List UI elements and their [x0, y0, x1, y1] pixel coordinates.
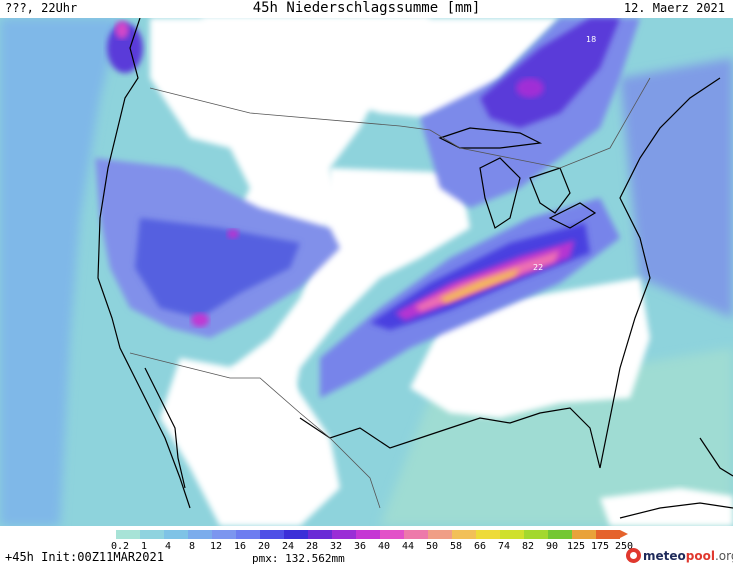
colorbar-segment	[188, 530, 212, 539]
colorbar-segment	[284, 530, 308, 539]
colorbar-segment	[404, 530, 428, 539]
colorbar-tick-label: 74	[497, 541, 511, 552]
colorbar-tick-label: 90	[545, 541, 559, 552]
colorbar-tick-label: 82	[521, 541, 535, 552]
forecast-time-label: ???, 22Uhr	[5, 1, 78, 15]
colorbar-segment	[260, 530, 284, 539]
cuba-coast	[619, 502, 733, 519]
colorbar-segment	[164, 530, 188, 539]
map-title: 45h Niederschlagssumme [mm]	[252, 0, 481, 16]
colorbar-segment	[116, 530, 140, 539]
valid-date-label: 12. Maerz 2021	[623, 1, 725, 15]
point-label: 18	[586, 35, 596, 44]
logo-text-meteo: meteo	[643, 548, 686, 563]
lake-huron	[529, 167, 571, 214]
colorbar-tick-label: 12	[209, 541, 223, 552]
colorbar-tick-label: 28	[305, 541, 319, 552]
colorbar-segment	[140, 530, 164, 539]
colorbar-segment	[572, 530, 596, 539]
colorbar-segment	[548, 530, 572, 539]
footer-bar: 0.2 1 4 8 12 16 20 24 28 32 36 40 44 50 58 66 74 82 90 125 1…	[0, 526, 733, 566]
gulf-coastline	[299, 407, 601, 469]
colorbar-segment	[308, 530, 332, 539]
western-precip-core	[135, 218, 300, 318]
colorbar-segment	[236, 530, 260, 539]
coastlines	[97, 18, 733, 519]
precip-colorbar	[116, 530, 628, 539]
colorbar-arrow	[620, 530, 628, 538]
lake-michigan	[479, 157, 521, 229]
point-label: 22	[533, 263, 543, 272]
precipitation-map: 18 22	[0, 18, 733, 526]
colorbar-segment	[500, 530, 524, 539]
colorbar-tick-label: 40	[377, 541, 391, 552]
baja-coast	[144, 367, 186, 489]
dry-land-plains	[230, 168, 470, 418]
colorbar-tick-label: 24	[281, 541, 295, 552]
colorbar-tick-label: 4	[164, 541, 172, 552]
max-precip-label: pmx: 132.562mm	[252, 552, 345, 565]
colorbar-tick-label: 44	[401, 541, 415, 552]
frontal-band-peak	[440, 268, 520, 303]
colorbar-tick-label: 1	[140, 541, 148, 552]
colorbar-tick-label: 36	[353, 541, 367, 552]
colorbar-segment	[428, 530, 452, 539]
colorbar-segment	[452, 530, 476, 539]
colorbar-tick-label: 20	[257, 541, 271, 552]
colorbar-tick-label: 16	[233, 541, 247, 552]
colorbar-tick-label: 0.2	[110, 541, 130, 552]
wyoming-precip-max	[227, 229, 239, 239]
florida-keys-coast	[699, 437, 733, 477]
logo-text-org: .org	[714, 548, 733, 563]
colorbar-segment	[212, 530, 236, 539]
colorbar-tick-label: 32	[329, 541, 343, 552]
colorbar-segment	[332, 530, 356, 539]
colorbar-segment	[356, 530, 380, 539]
colorbar-segment	[596, 530, 620, 539]
utah-precip-max	[191, 313, 209, 327]
colorbar-segment	[524, 530, 548, 539]
colorbar-tick-label: 50	[425, 541, 439, 552]
us-canada-border	[149, 77, 651, 169]
logo-text-pool: pool	[685, 548, 715, 563]
colorbar-segment	[380, 530, 404, 539]
colorbar-tick-label: 8	[188, 541, 196, 552]
colorbar-tick-label: 125	[566, 541, 586, 552]
colorbar-tick-label: 58	[449, 541, 463, 552]
northeast-precip-core	[480, 18, 620, 128]
pacific-precip-band	[0, 18, 120, 526]
bc-precip-max	[115, 21, 129, 39]
ontario-precip-max	[516, 78, 544, 98]
colorbar-tick-label: 66	[473, 541, 487, 552]
colorbar-segment	[476, 530, 500, 539]
dry-land-mexico	[160, 358, 340, 526]
header-bar: ???, 22Uhr 45h Niederschlagssumme [mm] 1…	[0, 0, 733, 18]
init-time-label: +45h Init:00Z11MAR2021	[5, 550, 164, 564]
atlantic-precip-field	[620, 58, 733, 318]
lake-erie	[548, 202, 597, 229]
country-borders	[129, 77, 651, 509]
map-canvas: 18 22	[0, 18, 733, 526]
us-mexico-border	[129, 352, 381, 509]
pacific-coastline	[97, 18, 191, 509]
logo-icon	[626, 548, 641, 563]
atlantic-coastline	[599, 77, 721, 469]
dry-land-southeast	[410, 278, 650, 418]
colorbar-tick-label: 250	[614, 541, 634, 552]
colorbar-tick-label: 175	[590, 541, 610, 552]
